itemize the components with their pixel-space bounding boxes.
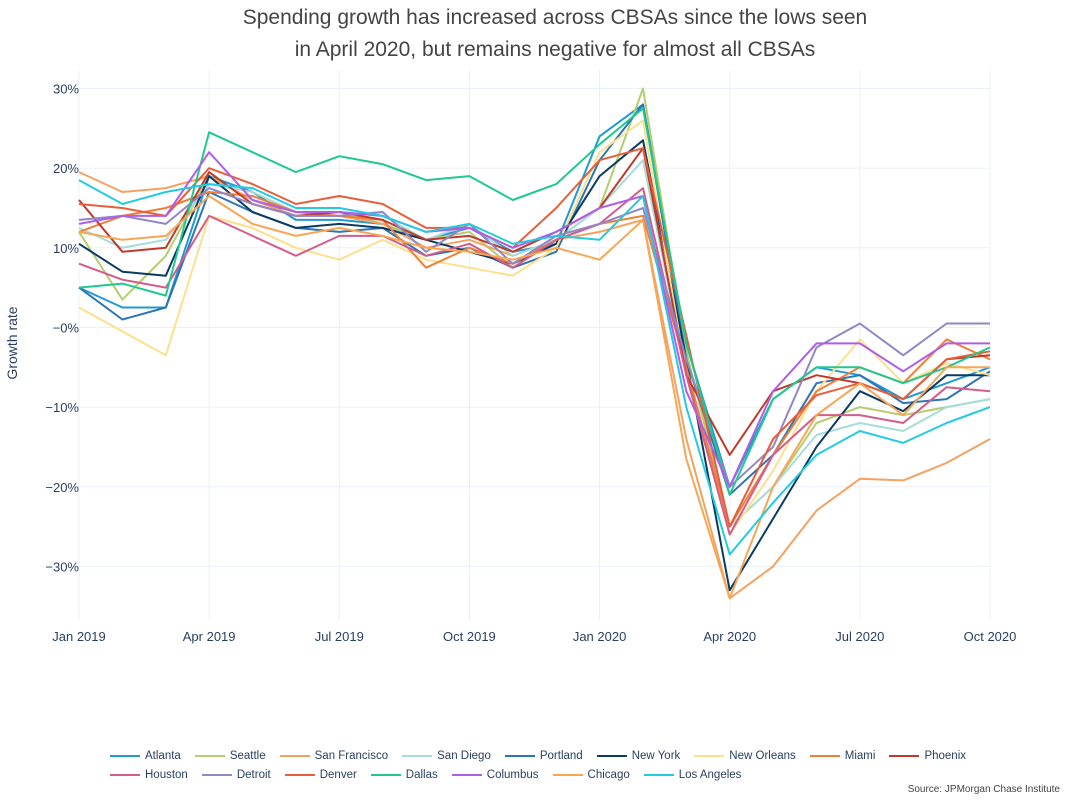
legend-swatch xyxy=(809,754,840,757)
legend-label: Seattle xyxy=(229,749,266,762)
line-chart: 30% 20% 10% −0% −10% −20% −30% Jan 2019 Apr 201… xyxy=(4,70,1016,644)
source-note: Source: JPMorgan Chase Institute xyxy=(907,784,1060,795)
legend-swatch xyxy=(402,754,433,757)
legend-label: Miami xyxy=(844,749,876,762)
chart-title-line-2: in April 2020, but remains negative for … xyxy=(294,38,816,61)
chart-title: Spending growth has increased across CBS… xyxy=(0,2,1070,66)
legend-swatch xyxy=(694,754,725,757)
y-tick-label: 20% xyxy=(53,161,79,176)
legend-item-columbus[interactable]: Columbus xyxy=(451,768,539,781)
series-line-atlanta[interactable] xyxy=(78,103,991,488)
legend-swatch xyxy=(643,773,674,776)
legend-label: Dallas xyxy=(405,768,438,781)
x-tick-label: Jan 2019 xyxy=(52,629,106,644)
x-tick-label: Jul 2019 xyxy=(315,629,364,644)
series-line-phoenix[interactable] xyxy=(78,147,991,456)
grid-layer xyxy=(78,70,991,620)
legend-item-chicago[interactable]: Chicago xyxy=(552,768,630,781)
legend-swatch xyxy=(552,773,583,776)
series-line-columbus[interactable] xyxy=(78,151,990,488)
legend-swatch xyxy=(504,754,535,757)
legend-label: Los Angeles xyxy=(678,768,742,781)
series-line-detroit[interactable] xyxy=(78,187,990,488)
y-tick-label: −30% xyxy=(45,559,79,574)
legend-row: Houston Detroit Denver Dallas Columbus Chicag… xyxy=(110,765,990,784)
legend-item-denver[interactable]: Denver xyxy=(284,768,357,781)
legend-swatch xyxy=(889,754,920,757)
series-line-chicago[interactable] xyxy=(78,195,990,600)
legend-item-new-york[interactable]: New York xyxy=(596,749,681,762)
legend-item-detroit[interactable]: Detroit xyxy=(201,768,271,781)
legend-swatch xyxy=(194,754,225,757)
y-tick-label: 10% xyxy=(53,241,79,256)
x-tick-labels: Jan 2019 Apr 2019 Jul 2019 Oct 2019 Jan 2020… xyxy=(52,629,1016,644)
series-line-los-angeles[interactable] xyxy=(78,179,991,556)
series-line-dallas[interactable] xyxy=(78,107,991,496)
series-line-new-orleans[interactable] xyxy=(78,119,991,536)
legend-label: New York xyxy=(631,749,681,762)
legend-label: Houston xyxy=(145,768,188,781)
y-tick-labels: 30% 20% 10% −0% −10% −20% −30% xyxy=(45,82,79,575)
series-line-new-york[interactable] xyxy=(78,139,990,592)
legend-label: New Orleans xyxy=(729,749,796,762)
legend-swatch xyxy=(110,754,140,757)
legend-label: Columbus xyxy=(486,768,539,781)
x-tick-label: Jul 2020 xyxy=(835,629,884,644)
legend-swatch xyxy=(279,754,310,757)
legend-row: Atlanta Seattle San Francisco San Diego Port… xyxy=(110,746,990,765)
y-tick-label: −10% xyxy=(45,400,79,415)
legend-swatch xyxy=(451,773,482,776)
series-lines xyxy=(78,87,991,600)
legend-swatch xyxy=(284,773,315,776)
legend-item-san-diego[interactable]: San Diego xyxy=(402,750,491,762)
legend-label: Chicago xyxy=(587,768,630,781)
y-tick-label: −0% xyxy=(53,320,80,335)
y-axis-label: Growth rate xyxy=(4,306,20,379)
legend: Atlanta Seattle San Francisco San Diego Port… xyxy=(110,746,990,784)
x-tick-label: Apr 2019 xyxy=(183,629,236,644)
x-tick-label: Apr 2020 xyxy=(703,629,756,644)
legend-item-miami[interactable]: Miami xyxy=(809,749,876,762)
series-line-denver[interactable] xyxy=(78,147,991,528)
legend-item-dallas[interactable]: Dallas xyxy=(370,768,438,781)
legend-item-los-angeles[interactable]: Los Angeles xyxy=(643,768,742,781)
legend-swatch xyxy=(370,773,401,776)
legend-label: San Diego xyxy=(437,749,491,762)
legend-swatch xyxy=(110,773,140,776)
legend-item-portland[interactable]: Portland xyxy=(504,749,583,762)
legend-label: Phoenix xyxy=(924,749,966,762)
x-tick-label: Jan 2020 xyxy=(573,629,627,644)
legend-label: Atlanta xyxy=(145,749,181,762)
legend-swatch xyxy=(201,773,232,776)
legend-label: Denver xyxy=(319,768,357,781)
legend-item-san-francisco[interactable]: San Francisco xyxy=(279,749,389,762)
legend-label: Detroit xyxy=(236,768,271,781)
legend-item-houston[interactable]: Houston xyxy=(110,769,188,781)
chart-title-line-1: Spending growth has increased across CBS… xyxy=(242,6,868,29)
legend-label: San Francisco xyxy=(314,749,389,762)
legend-label: Portland xyxy=(539,749,583,762)
x-tick-label: Oct 2020 xyxy=(964,629,1017,644)
legend-swatch xyxy=(596,754,627,757)
legend-item-new-orleans[interactable]: New Orleans xyxy=(694,749,796,762)
y-tick-label: 30% xyxy=(53,82,79,97)
y-tick-label: −20% xyxy=(45,480,79,495)
series-line-portland[interactable] xyxy=(78,103,991,496)
legend-item-phoenix[interactable]: Phoenix xyxy=(889,750,966,762)
legend-item-atlanta[interactable]: Atlanta xyxy=(110,750,181,762)
series-line-seattle[interactable] xyxy=(78,87,991,528)
x-tick-label: Oct 2019 xyxy=(443,629,496,644)
legend-item-seattle[interactable]: Seattle xyxy=(194,749,266,762)
